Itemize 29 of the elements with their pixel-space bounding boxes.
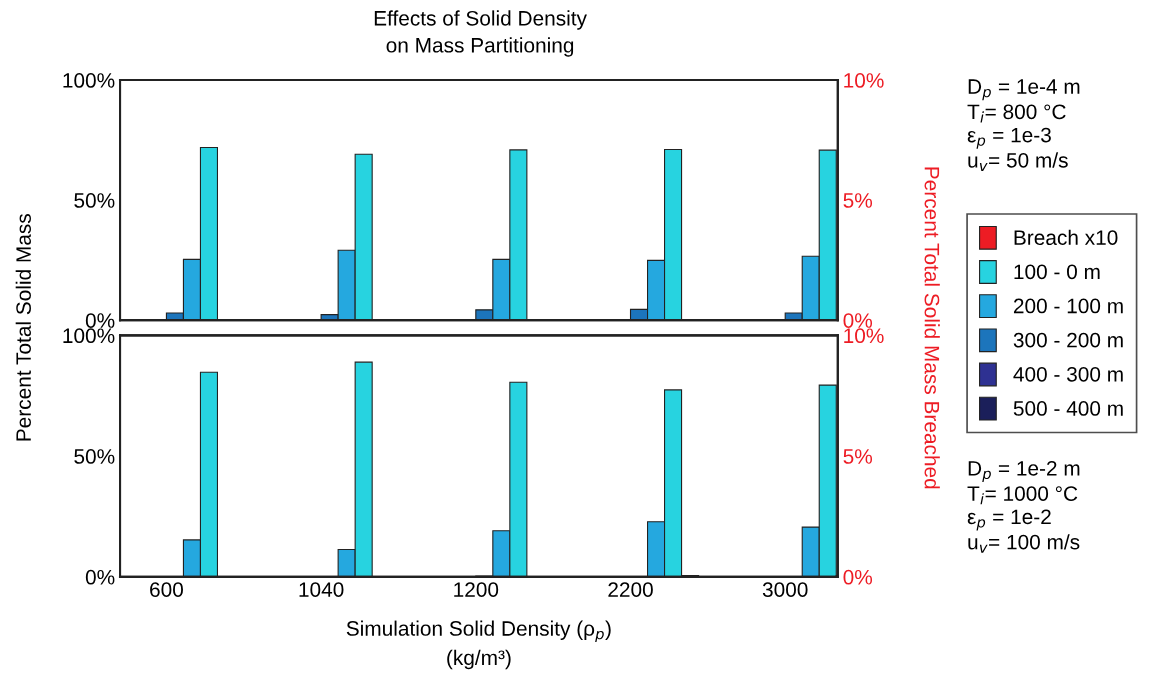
x-tick-label: 1200 <box>454 582 499 597</box>
x-tick-label: 1040 <box>299 582 344 597</box>
y-tick-label: 100% <box>63 73 115 88</box>
y2-tick-label: 10% <box>844 73 884 88</box>
y2-tick-label: 5% <box>843 449 873 464</box>
y-tick-label: 100% <box>63 328 115 344</box>
legend-label: 500 - 400 m <box>1013 401 1123 416</box>
text: D$_{p}$ = 1e-2 m T$_{i}$= 1000 °C ε$_{p}$ = 1e-2 u$_{v}$= 100 m/s <box>967 460 1080 553</box>
chart-title: Effects of Solid Density on Mass Partitioning <box>374 10 587 57</box>
y-tick-label: 50% <box>74 193 115 208</box>
legend-label: 300 - 200 m <box>1013 332 1123 348</box>
y2-axis-title: Percent Total Solid Mass Breached <box>924 167 940 489</box>
y2-tick-label: 0% <box>843 313 873 328</box>
legend-label: Breach x10 <box>1014 229 1118 246</box>
x-tick-label: 3000 <box>762 582 808 597</box>
legend-label: 200 - 100 m <box>1013 298 1123 314</box>
text: Simulation Solid Density (ρ$_{p}$) (kg/m³) <box>346 620 611 670</box>
y-tick-label: 50% <box>74 449 115 464</box>
y2-tick-label: 0% <box>843 569 873 585</box>
x-tick-label: 2200 <box>608 582 653 597</box>
y2-tick-label: 10% <box>844 328 884 344</box>
x-tick-label: 600 <box>150 582 183 597</box>
legend-label: 400 - 300 m <box>1013 366 1123 382</box>
legend-label: 100 - 0 m <box>1014 264 1100 280</box>
y-tick-label: 0% <box>85 569 115 585</box>
text: D$_{p}$ = 1e-4 m T$_{i}$= 800 °C ε$_{p}$ = 1e-3 u$_{v}$= 50 m/s <box>967 79 1080 171</box>
y2-tick-label: 5% <box>843 193 873 208</box>
y-tick-label: 0% <box>85 313 115 328</box>
y-axis-title: Percent Total Solid Mass <box>15 214 31 441</box>
